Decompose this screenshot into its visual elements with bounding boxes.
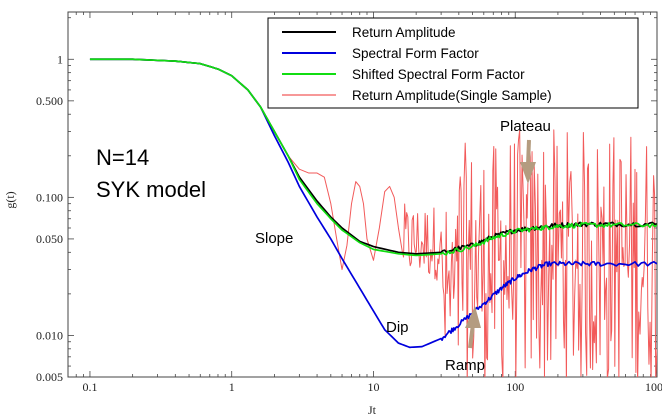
- annotation-n: N=14: [96, 145, 149, 170]
- legend-label: Shifted Spectral Form Factor: [352, 67, 525, 82]
- legend: Return Amplitude Spectral Form Factor Shif…: [267, 17, 639, 109]
- legend-label: Spectral Form Factor: [352, 46, 479, 61]
- annotation-slope: Slope: [255, 230, 293, 247]
- x-axis-label: Jt: [368, 403, 377, 417]
- series-line-3: [89, 58, 657, 377]
- annotation-ramp: Ramp: [445, 357, 485, 374]
- plot-frame: [67, 11, 658, 378]
- x-tick-label: 10: [367, 380, 379, 394]
- series-line-2: [89, 58, 657, 257]
- y-tick-label: 0.005: [36, 370, 63, 384]
- y-tick-label: 0.500: [36, 94, 63, 108]
- annotation-dip: Dip: [386, 319, 409, 336]
- series-group: [89, 58, 657, 377]
- y-tick-label: 0.100: [36, 190, 63, 204]
- annotation-model: SYK model: [96, 177, 206, 202]
- y-tick-label: 0.010: [36, 328, 63, 342]
- legend-label: Return Amplitude: [352, 25, 456, 40]
- legend-label: Return Amplitude(Single Sample): [352, 88, 552, 103]
- y-tick-label: 0.050: [36, 232, 63, 246]
- series-line-1: [89, 58, 657, 349]
- x-tick-label: 0.1: [82, 380, 97, 394]
- y-tick-label: 1: [57, 52, 63, 66]
- arrow-ramp: [465, 306, 481, 349]
- x-tick-label: 100: [506, 380, 524, 394]
- x-tick-label: 1: [229, 380, 235, 394]
- annotations: N=14 SYK model Slope Dip Ramp Plateau: [96, 118, 551, 374]
- annotation-plateau: Plateau: [500, 118, 551, 135]
- y-axis-label: g(t): [3, 191, 17, 208]
- arrow-plateau: [520, 139, 536, 184]
